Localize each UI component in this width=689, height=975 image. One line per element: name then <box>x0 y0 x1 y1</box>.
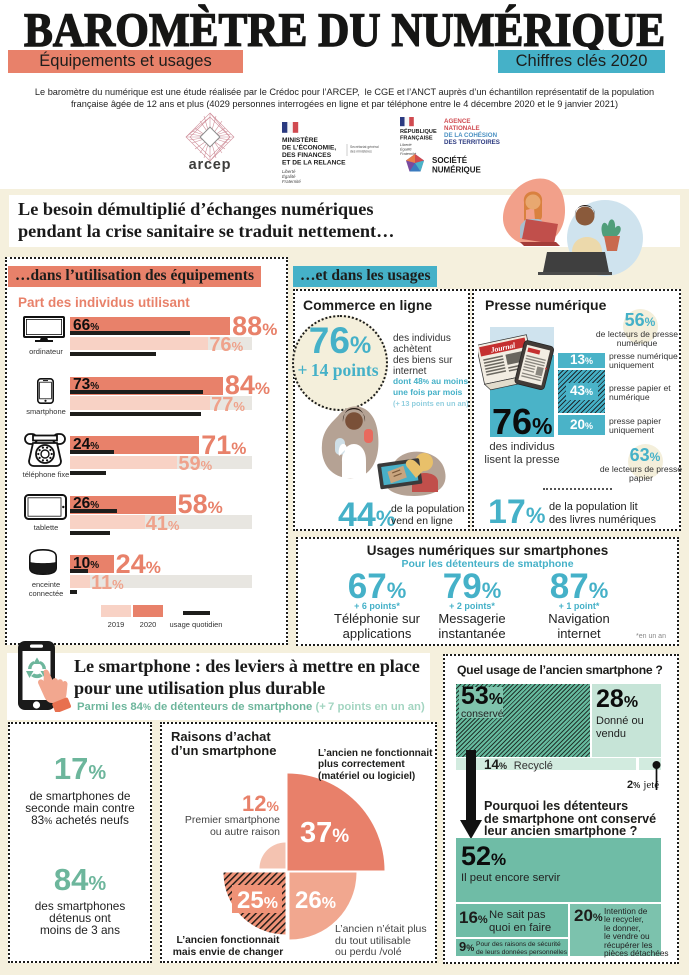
svg-text:DES TERRITOIRES: DES TERRITOIRES <box>444 139 500 146</box>
svg-text:Fraternité: Fraternité <box>282 179 301 184</box>
svg-text:Liberté: Liberté <box>400 143 412 147</box>
svg-text:des ministères: des ministères <box>350 150 372 154</box>
svg-text:arcep: arcep <box>189 157 232 173</box>
svg-text:SOCIÉTÉ: SOCIÉTÉ <box>432 156 468 165</box>
svg-text:NUMÉRIQUE: NUMÉRIQUE <box>432 166 482 175</box>
svg-text:MINISTÈRE: MINISTÈRE <box>282 135 319 144</box>
svg-text:Fraternité: Fraternité <box>400 152 416 156</box>
svg-text:Secrétariat général: Secrétariat général <box>350 145 379 149</box>
svg-text:RÉPUBLIQUE: RÉPUBLIQUE <box>400 127 437 135</box>
svg-text:FRANÇAISE: FRANÇAISE <box>400 136 433 142</box>
svg-text:DES FINANCES: DES FINANCES <box>282 152 332 159</box>
svg-text:Égalité: Égalité <box>400 147 412 152</box>
svg-text:DE LA COHÉSION: DE LA COHÉSION <box>444 131 498 139</box>
svg-text:Liberté: Liberté <box>282 169 296 174</box>
svg-text:Égalité: Égalité <box>282 174 296 179</box>
svg-text:DE L’ÉCONOMIE,: DE L’ÉCONOMIE, <box>282 143 336 152</box>
svg-text:ET DE LA RELANCE: ET DE LA RELANCE <box>282 160 346 167</box>
svg-text:AGENCE: AGENCE <box>444 118 470 125</box>
svg-text:NATIONALE: NATIONALE <box>444 125 480 132</box>
